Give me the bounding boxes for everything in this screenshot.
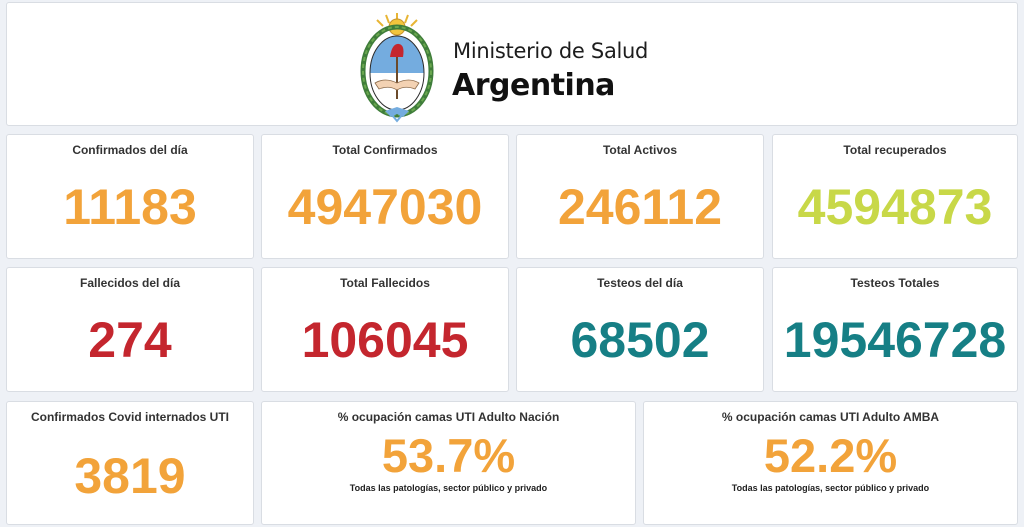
card-fallecidos-dia: Fallecidos del día 274: [6, 267, 254, 392]
card-ocupacion-nacion: % ocupación camas UTI Adulto Nación 53.7…: [261, 401, 636, 525]
card-subtitle: Todas las patologías, sector público y p…: [731, 483, 930, 493]
card-label: Total Fallecidos: [340, 276, 430, 290]
card-total-fallecidos: Total Fallecidos 106045: [261, 267, 509, 392]
card-label: Testeos Totales: [850, 276, 940, 290]
card-label: Confirmados del día: [72, 143, 188, 157]
card-value: 53.7%: [381, 429, 516, 482]
card-internados-uti: Confirmados Covid internados UTI 3819: [6, 401, 254, 525]
card-label: Total Activos: [602, 143, 677, 157]
ministry-name: Ministerio de Salud: [453, 39, 649, 63]
card-label: Testeos del día: [597, 276, 683, 290]
card-value: 274: [88, 312, 172, 368]
card-value: 4947030: [287, 179, 483, 235]
country-name: Argentina: [452, 68, 615, 103]
card-label: % ocupación camas UTI Adulto Nación: [337, 410, 560, 424]
card-label: Confirmados Covid internados UTI: [30, 410, 229, 424]
card-label: Total Confirmados: [332, 143, 438, 157]
card-total-confirmados: Total Confirmados 4947030: [261, 134, 509, 259]
card-label: Total recuperados: [843, 143, 947, 157]
card-value: 4594873: [797, 179, 993, 235]
card-testeos-dia: Testeos del día 68502: [516, 267, 764, 392]
card-value: 106045: [301, 312, 469, 368]
card-value: 19546728: [783, 312, 1007, 368]
card-value: 246112: [557, 179, 723, 235]
card-total-activos: Total Activos 246112: [516, 134, 764, 259]
card-value: 11183: [63, 179, 197, 235]
header-panel: Ministerio de Salud Argentina: [6, 2, 1018, 126]
card-ocupacion-amba: % ocupación camas UTI Adulto AMBA 52.2% …: [643, 401, 1018, 525]
card-confirmados-dia: Confirmados del día 11183: [6, 134, 254, 259]
card-value: 68502: [570, 312, 710, 368]
card-total-recuperados: Total recuperados 4594873: [772, 134, 1018, 259]
card-label: Fallecidos del día: [79, 276, 181, 290]
argentina-coat-of-arms-icon: [360, 13, 434, 123]
card-value: 3819: [74, 448, 186, 504]
card-subtitle: Todas las patologías, sector público y p…: [349, 483, 548, 493]
card-label: % ocupación camas UTI Adulto AMBA: [721, 410, 940, 424]
card-testeos-totales: Testeos Totales 19546728: [772, 267, 1018, 392]
card-value: 52.2%: [763, 429, 898, 482]
